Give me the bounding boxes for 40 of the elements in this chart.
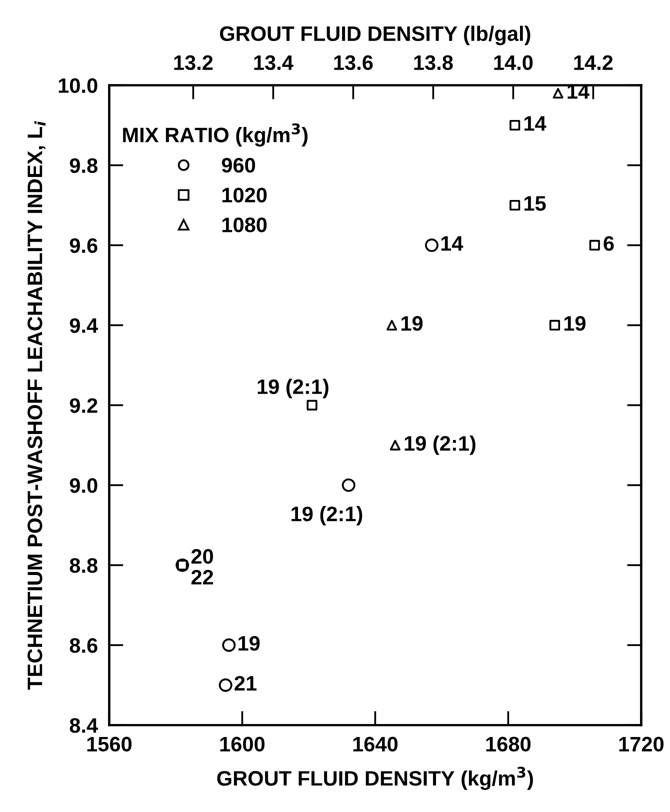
- annotation: 19: [238, 636, 260, 651]
- x-tick-label: 1680: [486, 736, 531, 752]
- x2-tick-label: 14.0: [494, 55, 533, 70]
- x2-tick-label: 13.6: [334, 55, 373, 70]
- annotation: 22: [191, 570, 214, 584]
- x-tick-label: 1720: [619, 736, 664, 752]
- x-tick-label: 1560: [87, 736, 132, 752]
- x2-tick-label: 13.8: [414, 55, 453, 70]
- y-tick-label: 9.2: [70, 398, 98, 413]
- y-tick-label: 8.8: [70, 558, 98, 573]
- y-tick-label: 9.8: [70, 158, 98, 173]
- x2-tick-label: 13.2: [174, 55, 213, 70]
- y-axis-title: TECHNETIUM POST-WASHOFF LEACHABILITY INDEX, L$_{i}$: [28, 120, 46, 690]
- annotation: 19: [401, 316, 423, 331]
- annotation: 14: [441, 236, 464, 251]
- y-tick-label: 9.6: [70, 238, 98, 253]
- annotation: 6: [604, 236, 614, 251]
- x-tick-label: 1600: [220, 736, 265, 752]
- x-axis-title: GROUT FLUID DENSITY (kg/m$^{3}$): [217, 766, 533, 790]
- annotation: 15: [524, 196, 546, 211]
- y-tick-label: 10.0: [58, 78, 98, 94]
- legend-label: 1080: [222, 218, 267, 232]
- annotation: 19 (2:1): [258, 378, 328, 398]
- legend-title: MIX RATIO (kg/m$^{3}$): [123, 123, 308, 147]
- y-tick-label: 9.4: [70, 318, 98, 333]
- annotation: 14: [524, 116, 546, 131]
- annotation: 20: [191, 549, 214, 564]
- y-tick-label: 8.6: [70, 638, 98, 653]
- annotation: 21: [234, 676, 257, 691]
- x-tick-label: 1640: [353, 736, 398, 752]
- x2-axis-title: GROUT FLUID DENSITY (lb/gal): [220, 26, 530, 46]
- y-tick-label: 9.0: [70, 478, 98, 493]
- x2-tick-label: 13.4: [254, 55, 294, 70]
- x2-tick-label: 14.2: [574, 55, 613, 70]
- y-tick-label: 8.4: [70, 718, 98, 733]
- legend-label: 960: [222, 158, 256, 173]
- annotation: 19 (2:1): [292, 506, 362, 526]
- annotation: 19: [564, 316, 586, 331]
- annotation: 19 (2:1): [404, 435, 476, 455]
- legend-label: 1020: [222, 188, 267, 202]
